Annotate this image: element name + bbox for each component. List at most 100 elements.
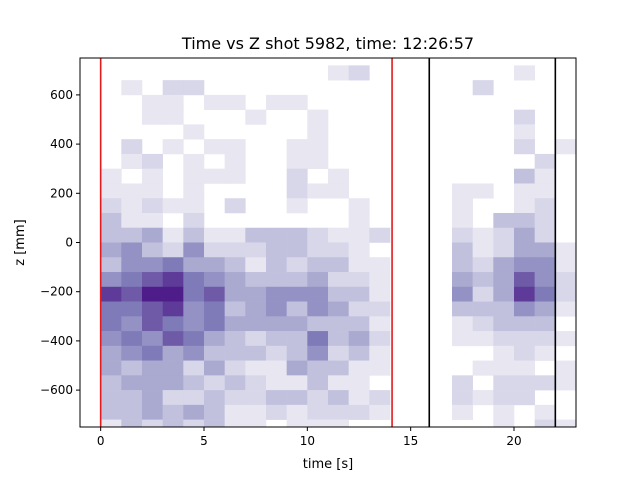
y-tick-label: 400 (50, 137, 73, 151)
heatmap-cell (204, 301, 225, 317)
heatmap-cell (534, 404, 556, 420)
heatmap-cell (266, 94, 287, 110)
heatmap-cell (493, 375, 515, 391)
heatmap-cell (245, 257, 267, 273)
heatmap-cell (348, 227, 370, 243)
heatmap-cell (514, 227, 535, 243)
heatmap-cell (534, 419, 556, 427)
heatmap-cell (142, 94, 163, 110)
heatmap-cell (224, 419, 246, 427)
heatmap-cell (121, 345, 143, 361)
heatmap-cell (472, 390, 494, 406)
heatmap-cell (121, 360, 143, 376)
heatmap-cell (121, 301, 143, 317)
heatmap-cell (142, 183, 163, 199)
heatmap-cell (142, 419, 163, 427)
heatmap-cell (183, 286, 205, 302)
heatmap-cell (245, 390, 267, 406)
y-tick-label: 0 (65, 236, 73, 250)
heatmap-cell (534, 212, 556, 229)
heatmap-cell (472, 257, 494, 273)
heatmap-cell (162, 80, 184, 96)
heatmap-cell (514, 242, 535, 258)
heatmap-cell (245, 345, 267, 361)
heatmap-cell (328, 227, 349, 243)
heatmap-cell (121, 375, 143, 391)
heatmap-cells (100, 65, 576, 464)
heatmap-cell (100, 242, 122, 258)
heatmap-cell (328, 257, 349, 273)
heatmap-cell (162, 286, 184, 302)
heatmap-cell (307, 419, 329, 427)
y-tick-label: −600 (40, 383, 73, 397)
heatmap-cell (307, 360, 329, 376)
heatmap-cell (162, 345, 184, 361)
heatmap-cell (162, 404, 184, 420)
heatmap-cell (555, 419, 576, 427)
heatmap-cell (514, 301, 535, 317)
heatmap-cell (245, 109, 267, 125)
heatmap-cell (348, 242, 370, 258)
heatmap-cell (452, 242, 473, 258)
heatmap-cell (224, 198, 246, 214)
heatmap-cell (142, 198, 163, 214)
heatmap-cell (266, 345, 287, 361)
heatmap-cell (121, 419, 143, 427)
heatmap-cell (307, 375, 329, 391)
heatmap-cell (183, 198, 205, 214)
heatmap-cell (183, 227, 205, 243)
heatmap-cell (183, 80, 205, 96)
heatmap-cell (162, 242, 184, 258)
heatmap-cell (121, 153, 143, 169)
heatmap-cell (286, 168, 308, 184)
heatmap-cell (307, 242, 329, 258)
heatmap-cell (286, 286, 308, 302)
heatmap-cell (224, 404, 246, 420)
heatmap-cell (286, 242, 308, 258)
heatmap-cell (183, 153, 205, 169)
heatmap-cell (224, 301, 246, 317)
heatmap-cell (266, 375, 287, 391)
heatmap-cell (266, 272, 287, 288)
heatmap-cell (183, 316, 205, 332)
heatmap-cell (204, 139, 225, 155)
heatmap-cell (472, 80, 494, 96)
heatmap-cell (286, 153, 308, 169)
heatmap-cell (286, 419, 308, 427)
heatmap-cell (472, 227, 494, 243)
heatmap-cell (328, 404, 349, 420)
heatmap-cell (307, 183, 329, 199)
heatmap-cell (514, 198, 535, 214)
heatmap-cell (348, 212, 370, 229)
heatmap-cell (555, 139, 576, 155)
heatmap-cell (328, 316, 349, 332)
x-tick-label: 15 (403, 434, 418, 448)
heatmap-cell (224, 331, 246, 347)
y-tick-label: 200 (50, 186, 73, 200)
heatmap-cell (100, 301, 122, 317)
heatmap-cell (307, 124, 329, 140)
heatmap-cell (472, 286, 494, 302)
heatmap-cell (245, 242, 267, 258)
heatmap-cell (307, 390, 329, 406)
heatmap-cell (101, 449, 122, 464)
heatmap-cell (369, 272, 391, 288)
heatmap-cell (452, 183, 473, 199)
heatmap-cell (224, 286, 246, 302)
heatmap-cell (266, 316, 287, 332)
heatmap-cell (224, 375, 246, 391)
heatmap-cell (514, 286, 535, 302)
heatmap-cell (286, 390, 308, 406)
heatmap-cell (204, 286, 225, 302)
heatmap-cell (514, 124, 535, 140)
heatmap-cell (555, 375, 576, 391)
heatmap-cell (307, 139, 329, 155)
heatmap-cell (162, 375, 184, 391)
heatmap-cell (286, 360, 308, 376)
heatmap-cell (328, 375, 349, 391)
heatmap-cell (100, 257, 122, 273)
heatmap-cell (100, 404, 122, 420)
heatmap-cell (348, 316, 370, 332)
heatmap-cell (121, 331, 143, 347)
heatmap-cell (121, 286, 143, 302)
